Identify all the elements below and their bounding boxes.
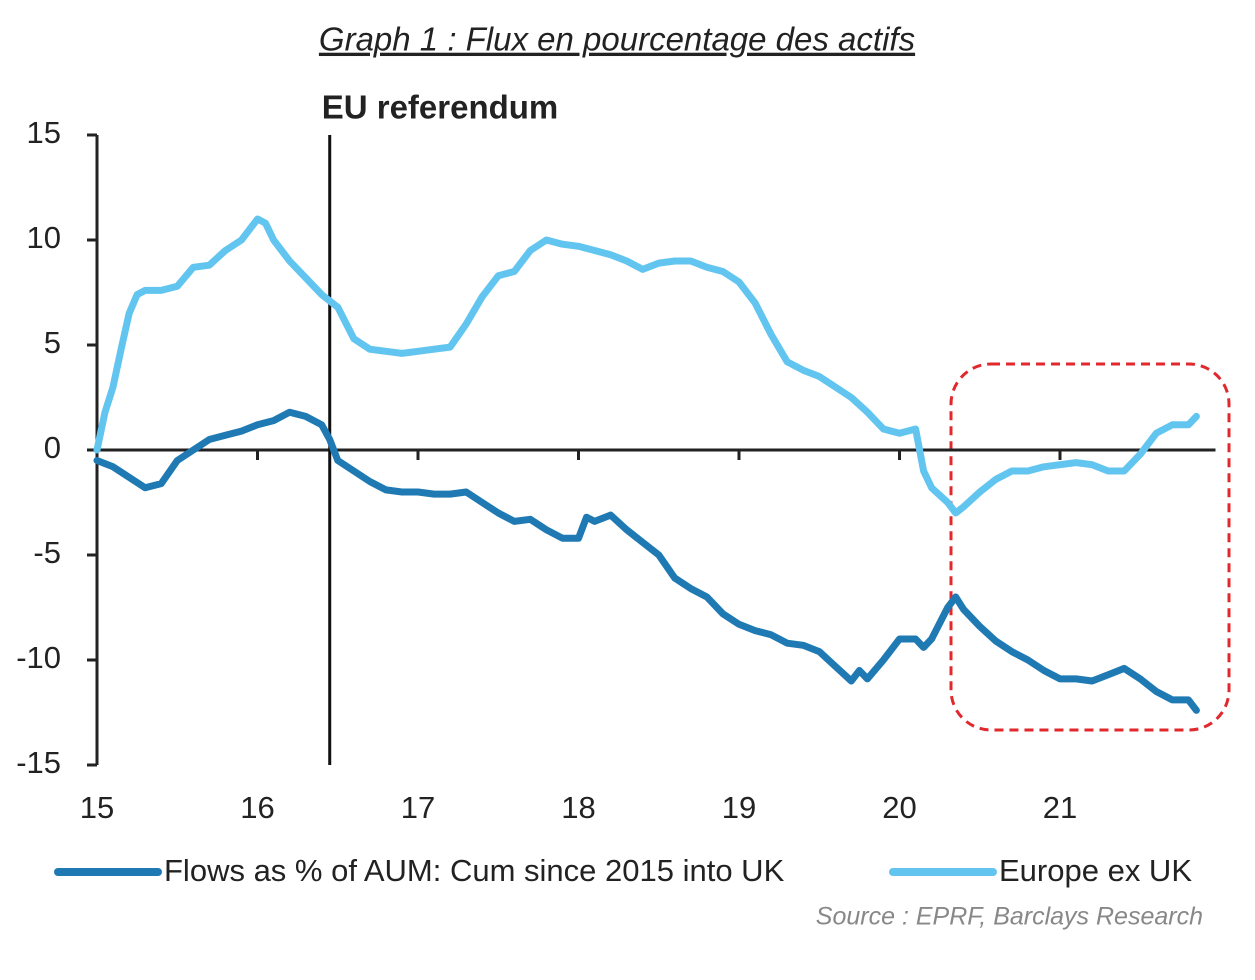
x-tick-label: 21 [1043,790,1077,825]
y-tick-label: -10 [16,640,61,675]
x-tick-label: 18 [561,790,595,825]
event-label: EU referendum [322,89,559,126]
series-line [93,408,1200,714]
highlight-box [949,362,1231,732]
y-tick-label: 10 [27,220,61,255]
x-tick-label: 19 [722,790,756,825]
x-tick-label: 15 [80,790,114,825]
y-tick-label: 5 [44,325,61,360]
source: Source : EPRF, Barclays Research [816,903,1203,931]
chart-title: Graph 1 : Flux en pourcentage des actifs [319,21,915,58]
legend-label: Europe ex UK [999,853,1192,888]
y-tick-label: 0 [44,430,61,465]
x-tick-label: 20 [882,790,916,825]
legend-label: Flows as % of AUM: Cum since 2015 into U… [164,853,785,888]
y-tick-label: -5 [33,535,61,570]
series-line [93,215,1200,517]
x-tick-label: 16 [240,790,274,825]
y-tick-label: -15 [16,745,61,780]
y-tick-label: 15 [27,115,61,150]
x-tick-label: 17 [401,790,435,825]
